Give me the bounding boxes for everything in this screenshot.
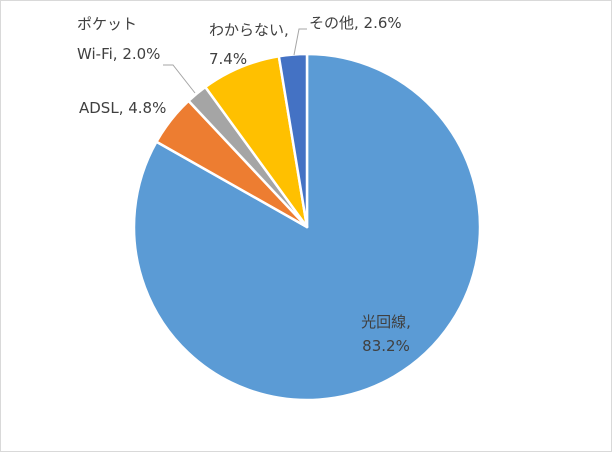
- data-labels: 光回線, 83.2% ADSL, 4.8% ポケット Wi-Fi, 2.0% わからない,…: [77, 14, 411, 355]
- pie-slice-sonota: [277, 52, 309, 229]
- data-label-line: わからない,: [209, 21, 289, 39]
- data-label-line: その他, 2.6%: [309, 14, 402, 32]
- data-label-line: ADSL, 4.8%: [79, 99, 166, 117]
- data-label-line: 光回線,: [361, 313, 411, 331]
- data-label-sonota: その他, 2.6%: [309, 14, 402, 32]
- data-label-line: ポケット: [77, 15, 137, 33]
- data-label-pocket-wifi: ポケット Wi-Fi, 2.0%: [77, 15, 160, 63]
- leader-line-pocket-wifi: [163, 64, 196, 94]
- leader-line-sonota: [293, 28, 307, 56]
- data-label-adsl: ADSL, 4.8%: [79, 99, 166, 117]
- data-label-hikari-kaisen: 光回線, 83.2%: [361, 313, 411, 355]
- data-label-line: 83.2%: [362, 337, 410, 355]
- data-label-line: Wi-Fi, 2.0%: [77, 45, 160, 63]
- data-label-line: 7.4%: [209, 50, 247, 68]
- data-label-wakaranai: わからない, 7.4%: [209, 21, 289, 68]
- pie-slices: [132, 52, 482, 402]
- leader-lines: [163, 28, 307, 94]
